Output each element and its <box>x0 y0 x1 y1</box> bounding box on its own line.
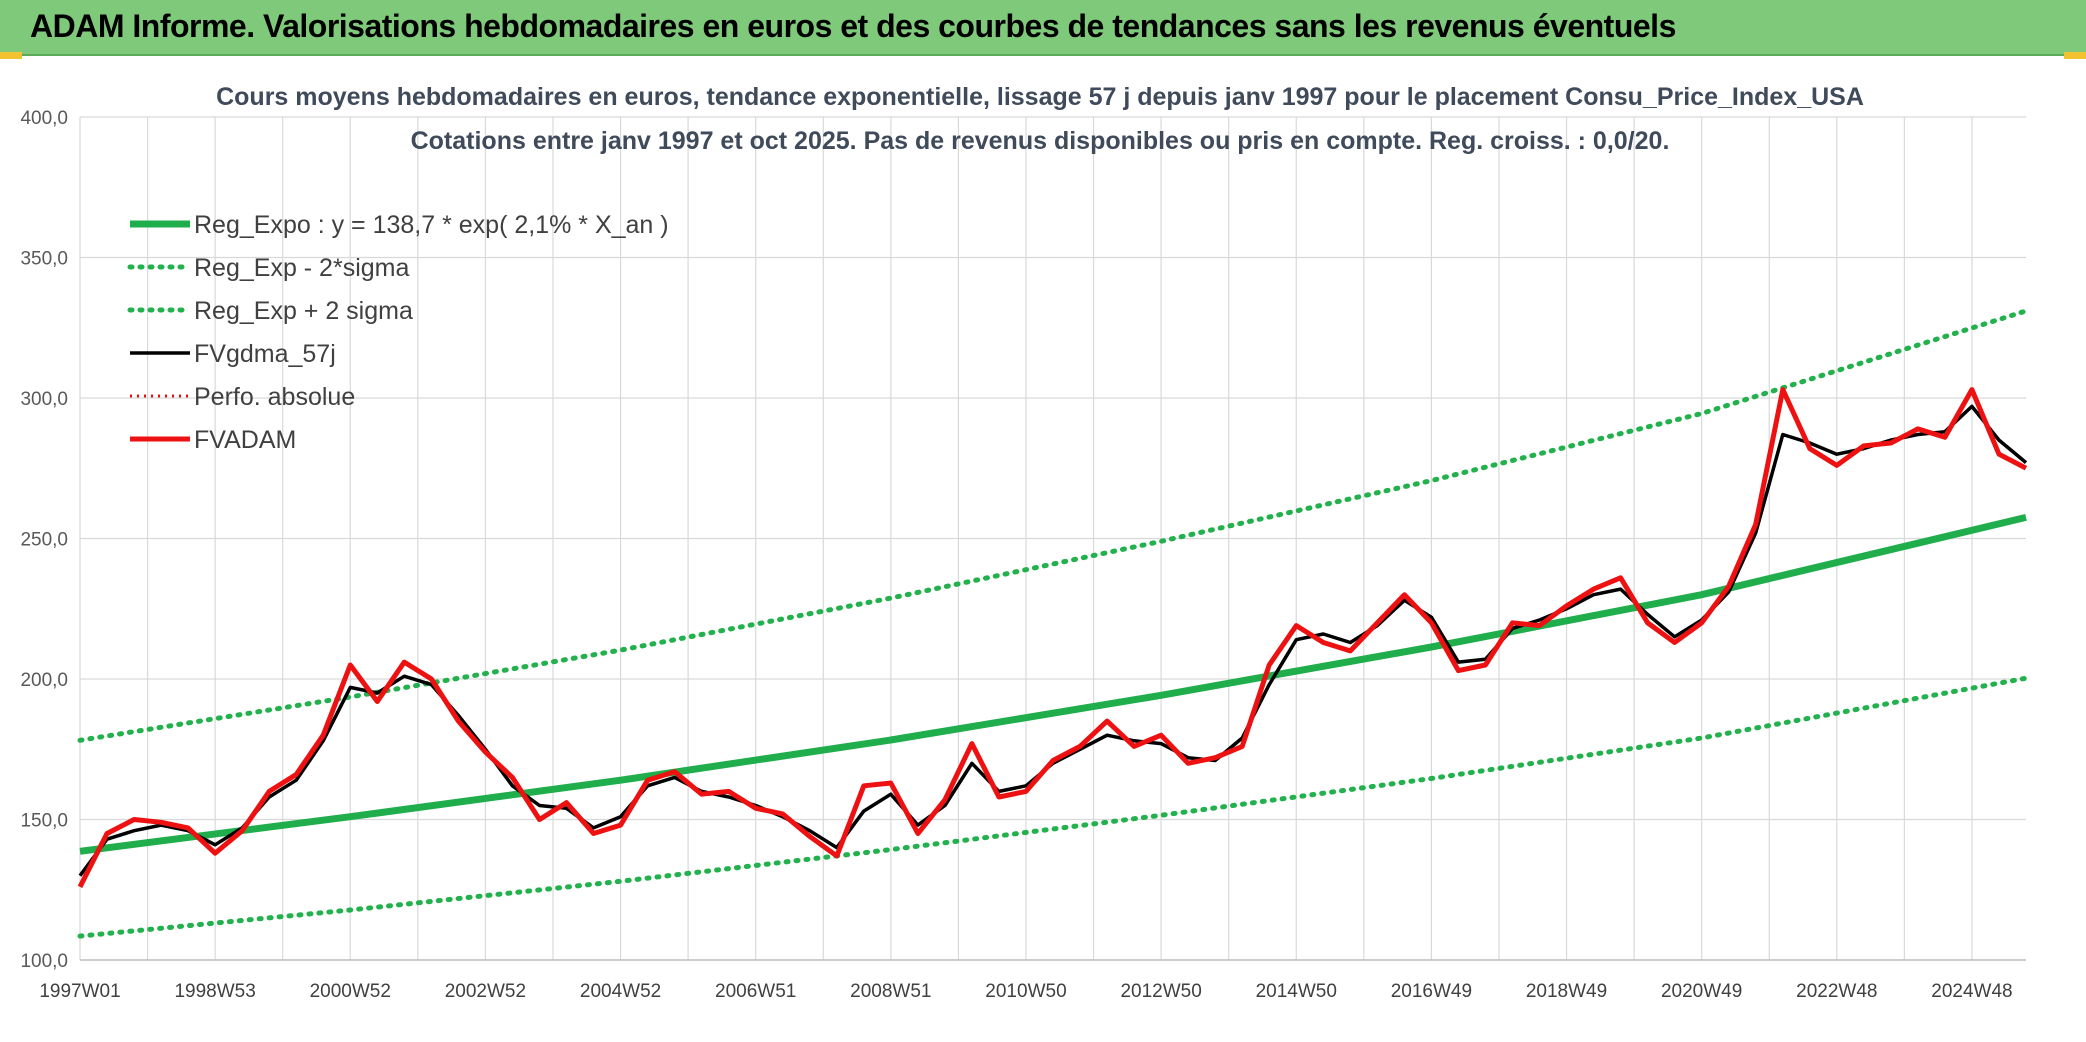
plot-frame <box>0 60 2086 1037</box>
x-tick-label: 1998W53 <box>174 981 255 1002</box>
x-tick-label: 2020W49 <box>1661 981 1742 1002</box>
legend-label-gdma: FVgdma_57j <box>194 340 336 368</box>
x-tick-label: 2016W49 <box>1391 981 1472 1002</box>
series-line-high <box>77 308 2029 743</box>
chart-area: 100,0 150,0 200,0 250,0 300,0 350,0 400,0 1997W… <box>0 60 2086 1037</box>
x-tick-label: 2010W50 <box>985 981 1066 1002</box>
x-tick-label: 2012W50 <box>1120 981 1201 1002</box>
x-tick-label: 2014W50 <box>1256 981 1337 1002</box>
y-tick-label: 350,0 <box>20 249 68 270</box>
legend-label-low: Reg_Exp - 2*sigma <box>194 254 409 282</box>
y-tick-label: 300,0 <box>20 389 68 410</box>
x-tick-label: 2004W52 <box>580 981 661 1002</box>
legend-label-reg: Reg_Expo : y = 138,7 * exp( 2,1% * X_an … <box>194 211 669 239</box>
report-banner: ADAM Informe. Valorisations hebdomadaire… <box>0 0 2086 56</box>
y-tick-label: 150,0 <box>20 811 68 832</box>
x-tick-label: 2000W52 <box>310 981 391 1002</box>
grid-lines <box>79 116 2026 961</box>
x-tick-label: 2006W51 <box>715 981 796 1002</box>
chart-legend: Reg_Expo : y = 138,7 * exp( 2,1% * X_an … <box>127 211 669 454</box>
y-tick-label: 400,0 <box>20 108 68 129</box>
corner-mark-right <box>2064 52 2086 59</box>
x-tick-label: 1997W01 <box>39 981 120 1002</box>
series-layer <box>77 308 2029 939</box>
corner-mark-left <box>0 52 22 59</box>
legend-label-high: Reg_Exp + 2 sigma <box>194 297 413 325</box>
y-tick-label: 200,0 <box>20 670 68 691</box>
y-tick-label: 100,0 <box>20 951 68 972</box>
x-tick-label: 2002W52 <box>445 981 526 1002</box>
legend-label-adam: FVADAM <box>194 426 296 454</box>
x-tick-label: 2022W48 <box>1796 981 1877 1002</box>
series-line-adam <box>77 387 2028 889</box>
chart-subtitle: Cotations entre janv 1997 et oct 2025. P… <box>411 127 1670 155</box>
legend-label-perf: Perfo. absolue <box>194 383 355 411</box>
chart-title: Cours moyens hebdomadaires en euros, ten… <box>216 83 1864 111</box>
x-tick-label: 2008W51 <box>850 981 931 1002</box>
banner-title: ADAM Informe. Valorisations hebdomadaire… <box>30 8 1676 44</box>
series-line-low <box>77 675 2029 939</box>
price-chart: 100,0 150,0 200,0 250,0 300,0 350,0 400,0 1997W… <box>0 60 2086 1037</box>
y-tick-label: 250,0 <box>20 530 68 551</box>
x-tick-label: 2018W49 <box>1526 981 1607 1002</box>
series-line-reg <box>79 513 2027 855</box>
axes: 100,0 150,0 200,0 250,0 300,0 350,0 400,0 1997W… <box>20 108 2026 1002</box>
x-tick-label: 2024W48 <box>1931 981 2012 1002</box>
